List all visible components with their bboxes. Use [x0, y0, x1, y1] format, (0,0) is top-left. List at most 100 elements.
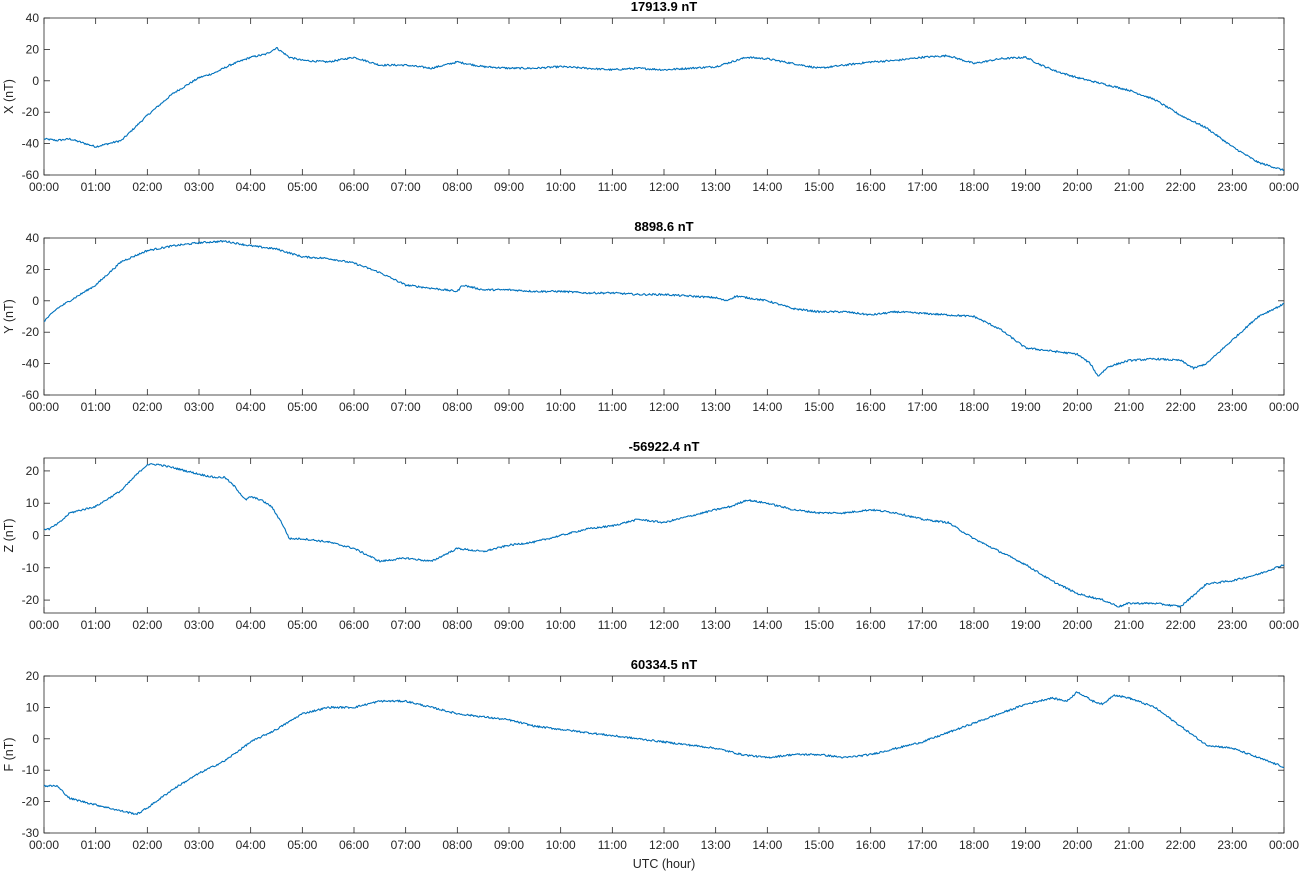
- x-tick-label-y: 01:00: [81, 400, 111, 414]
- x-tick-label-f: 14:00: [752, 838, 782, 852]
- panel-title-f: 60334.5 nT: [631, 657, 698, 672]
- x-tick-label-f: 21:00: [1114, 838, 1144, 852]
- panel-title-y: 8898.6 nT: [634, 219, 693, 234]
- x-tick-label-z: 05:00: [287, 618, 317, 632]
- x-tick-label-y: 23:00: [1217, 400, 1247, 414]
- x-tick-label-z: 06:00: [339, 618, 369, 632]
- plot-area-z: [43, 457, 1285, 614]
- panel-f: 60334.5 nT F (nT) -30 -20 -10 0 10 20 00:00 01:00…: [2, 657, 1299, 871]
- x-tick-label-z: 16:00: [856, 618, 886, 632]
- y-tick-label-x: 0: [32, 74, 39, 88]
- x-tick-label-x: 21:00: [1114, 180, 1144, 194]
- y-axis-label-z: Z (nT): [2, 518, 16, 552]
- x-tick-label-f: 00:00: [1269, 838, 1299, 852]
- x-tick-label-y: 06:00: [339, 400, 369, 414]
- y-tick-label-y: -60: [22, 388, 40, 402]
- x-tick-label-y: 18:00: [959, 400, 989, 414]
- x-tick-label-z: 20:00: [1062, 618, 1092, 632]
- x-tick-label-f: 06:00: [339, 838, 369, 852]
- x-tick-label-y: 07:00: [391, 400, 421, 414]
- x-tick-label-z: 19:00: [1011, 618, 1041, 632]
- y-axis-label-y: Y (nT): [2, 299, 16, 334]
- x-tick-label-f: 01:00: [81, 838, 111, 852]
- x-tick-label-f: 15:00: [804, 838, 834, 852]
- x-tick-label-f: 18:00: [959, 838, 989, 852]
- x-tick-label-y: 00:00: [1269, 400, 1299, 414]
- x-tick-label-f: 05:00: [287, 838, 317, 852]
- x-tick-label-y: 02:00: [132, 400, 162, 414]
- panel-title-x: 17913.9 nT: [631, 0, 698, 14]
- series-line-y: [43, 239, 1285, 377]
- x-tick-label-z: 21:00: [1114, 618, 1144, 632]
- y-tick-label-x: 40: [26, 11, 40, 25]
- y-tick-label-y: -40: [22, 357, 40, 371]
- x-tick-label-z: 12:00: [649, 618, 679, 632]
- x-tick-label-x: 09:00: [494, 180, 524, 194]
- x-tick-label-x: 20:00: [1062, 180, 1092, 194]
- x-tick-label-z: 00:00: [1269, 618, 1299, 632]
- y-tick-label-x: -60: [22, 168, 40, 182]
- series-line-f: [43, 691, 1285, 816]
- x-tick-label-y: 14:00: [752, 400, 782, 414]
- x-tick-label-z: 01:00: [81, 618, 111, 632]
- x-tick-label-y: 17:00: [907, 400, 937, 414]
- x-tick-label-x: 01:00: [81, 180, 111, 194]
- x-tick-label-z: 23:00: [1217, 618, 1247, 632]
- x-tick-label-x: 08:00: [442, 180, 472, 194]
- x-tick-label-x: 14:00: [752, 180, 782, 194]
- x-tick-label-z: 03:00: [184, 618, 214, 632]
- panel-title-z: -56922.4 nT: [629, 439, 700, 454]
- x-tick-label-y: 00:00: [29, 400, 59, 414]
- y-tick-label-y: 0: [32, 294, 39, 308]
- x-tick-label-f: 00:00: [29, 838, 59, 852]
- y-axis-label-f: F (nT): [2, 737, 16, 771]
- x-tick-label-y: 04:00: [236, 400, 266, 414]
- x-tick-label-y: 12:00: [649, 400, 679, 414]
- x-tick-label-y: 19:00: [1011, 400, 1041, 414]
- plot-area-x: [43, 17, 1285, 176]
- x-tick-label-x: 04:00: [236, 180, 266, 194]
- x-tick-label-y: 16:00: [856, 400, 886, 414]
- x-tick-label-f: 04:00: [236, 838, 266, 852]
- series-line-z: [43, 463, 1285, 608]
- y-tick-label-z: -20: [22, 593, 40, 607]
- x-axis-label-f: UTC (hour): [633, 857, 696, 871]
- x-tick-label-y: 09:00: [494, 400, 524, 414]
- x-tick-label-f: 13:00: [701, 838, 731, 852]
- x-tick-label-f: 02:00: [132, 838, 162, 852]
- x-tick-label-y: 10:00: [546, 400, 576, 414]
- x-tick-label-x: 16:00: [856, 180, 886, 194]
- x-tick-label-x: 11:00: [598, 180, 627, 194]
- y-tick-label-z: 0: [32, 529, 39, 543]
- y-tick-label-f: -10: [22, 763, 40, 777]
- x-tick-label-x: 02:00: [132, 180, 162, 194]
- panel-z: -56922.4 nT Z (nT) -20 -10 0 10 20 00:00 01:00 02…: [2, 439, 1299, 632]
- x-tick-label-z: 10:00: [546, 618, 576, 632]
- y-tick-label-y: 20: [26, 262, 40, 276]
- x-tick-label-f: 11:00: [598, 838, 627, 852]
- x-tick-label-z: 04:00: [236, 618, 266, 632]
- x-tick-label-f: 10:00: [546, 838, 576, 852]
- y-tick-label-f: 0: [32, 732, 39, 746]
- x-tick-label-z: 17:00: [907, 618, 937, 632]
- y-tick-label-x: -40: [22, 137, 40, 151]
- x-tick-label-x: 00:00: [1269, 180, 1299, 194]
- y-tick-label-y: 40: [26, 231, 40, 245]
- x-tick-label-x: 23:00: [1217, 180, 1247, 194]
- x-tick-label-x: 00:00: [29, 180, 59, 194]
- x-tick-label-x: 12:00: [649, 180, 679, 194]
- x-tick-label-f: 22:00: [1166, 838, 1196, 852]
- x-tick-label-z: 07:00: [391, 618, 421, 632]
- x-tick-label-f: 16:00: [856, 838, 886, 852]
- y-tick-label-z: -10: [22, 561, 40, 575]
- x-tick-label-y: 21:00: [1114, 400, 1144, 414]
- x-tick-label-x: 03:00: [184, 180, 214, 194]
- x-tick-label-z: 09:00: [494, 618, 524, 632]
- x-tick-label-y: 05:00: [287, 400, 317, 414]
- x-tick-label-z: 18:00: [959, 618, 989, 632]
- panel-y: 8898.6 nT Y (nT) -60 -40 -20 0 20 40 00:00 01:00 0…: [2, 219, 1299, 414]
- x-tick-label-f: 20:00: [1062, 838, 1092, 852]
- x-tick-label-f: 17:00: [907, 838, 937, 852]
- panel-x: 17913.9 nT X (nT) -60 -40 -20 0 20 40 00:00 01:00…: [2, 0, 1299, 194]
